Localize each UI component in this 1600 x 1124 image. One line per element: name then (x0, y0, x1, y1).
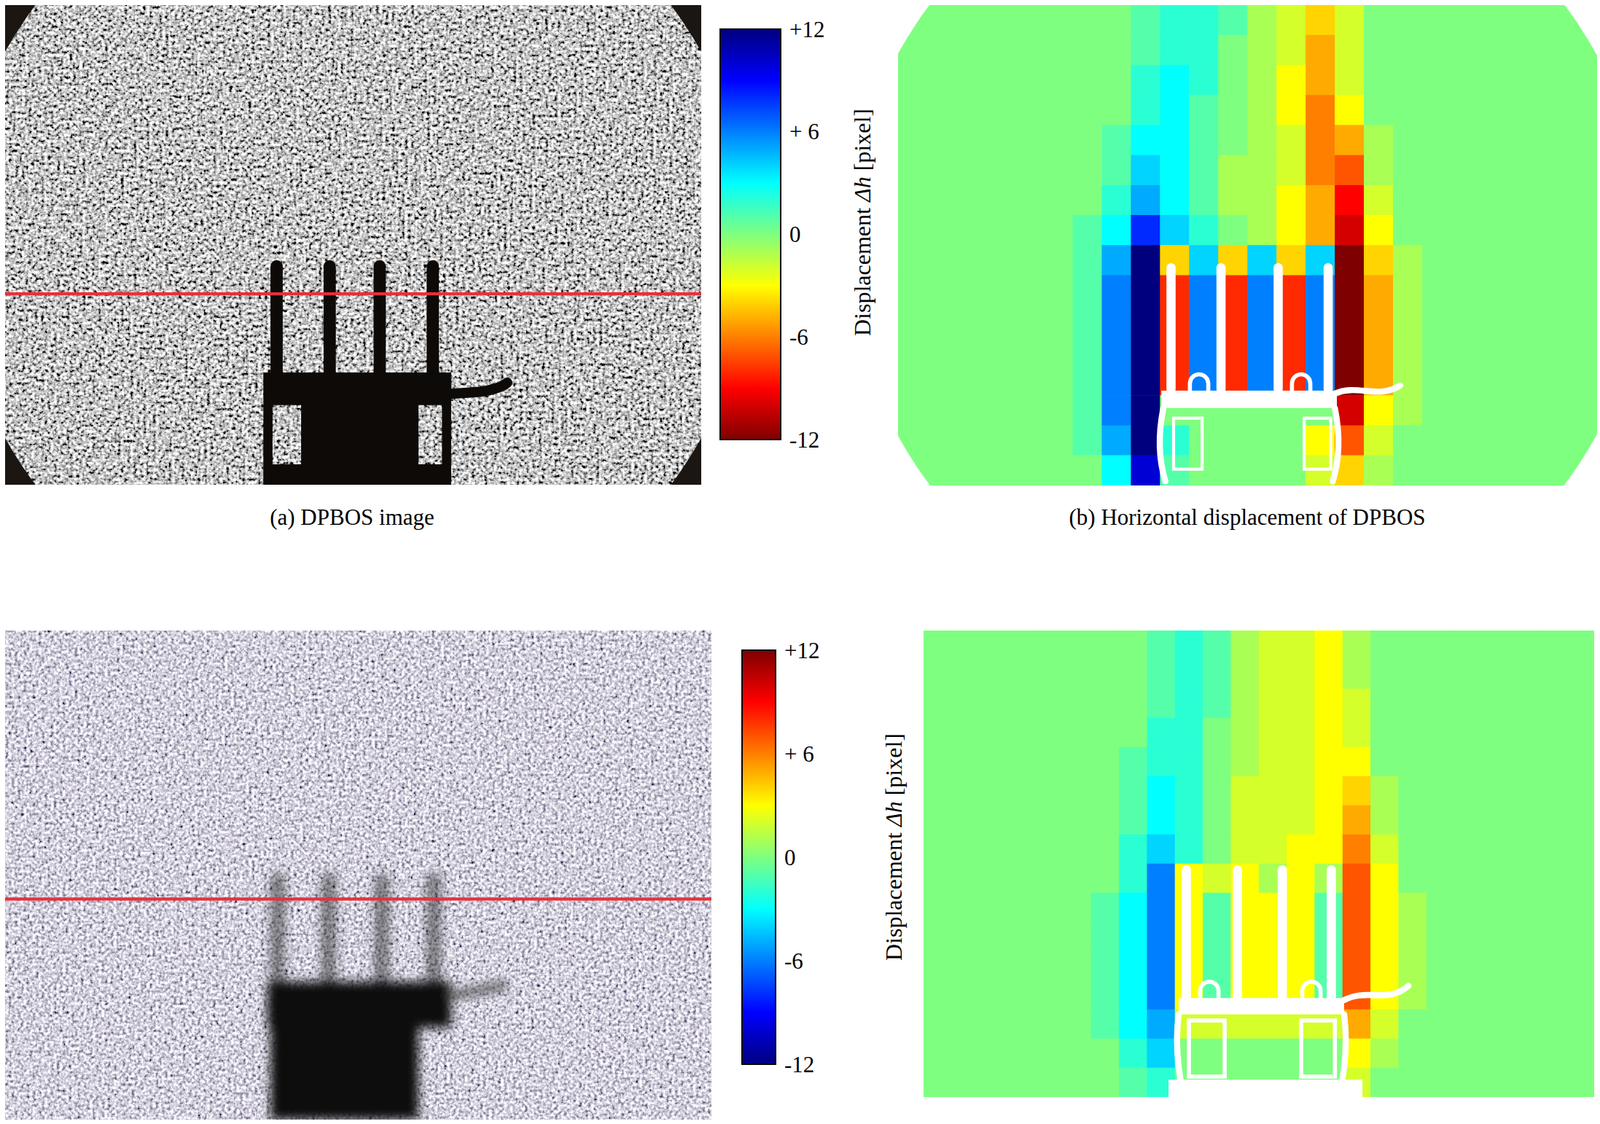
html-text:Δh: Δh (880, 801, 907, 827)
svg-text:0: 0 (789, 221, 802, 248)
svg-text:-12: -12 (789, 427, 820, 453)
svg-text:+12: +12 (784, 637, 820, 664)
html-text:Displacement: Displacement (848, 201, 876, 337)
html-text:[pixel]: [pixel] (848, 108, 876, 177)
svg-text:-6: -6 (789, 324, 809, 350)
html-text:(b) Horizontal displacement of: (b) Horizontal displacement of DPBOS (1068, 504, 1426, 530)
svg-text:+ 6: + 6 (789, 118, 820, 145)
html-text:[pixel]: [pixel] (880, 733, 907, 802)
html-text:(a) DPBOS image: (a) DPBOS image (269, 504, 435, 530)
svg-text:+12: +12 (789, 16, 825, 43)
svg-text:0: 0 (784, 844, 796, 871)
html-text:Displacement: Displacement (880, 826, 907, 961)
svg-text:+ 6: + 6 (784, 741, 815, 767)
svg-text:-12: -12 (784, 1051, 815, 1078)
svg-text:-6: -6 (784, 948, 804, 974)
html-text:Δh: Δh (848, 176, 876, 202)
